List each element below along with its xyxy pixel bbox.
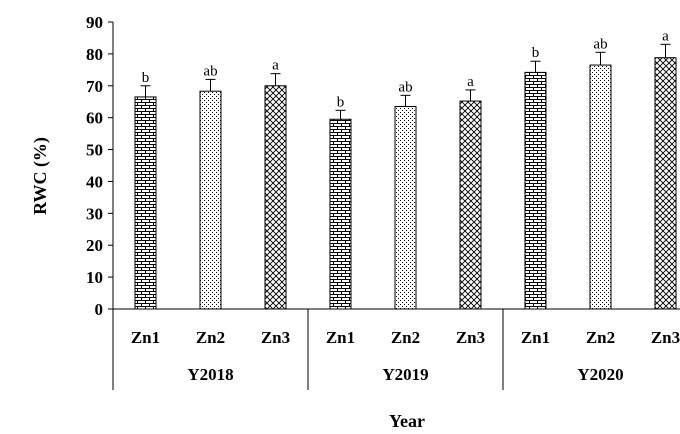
x-axis: Zn1 Zn2 Zn3 Y2018 Zn1 Zn2 Zn3 Y2019 Zn1 Zn2 Zn3 Y20… <box>112 308 680 390</box>
bar <box>589 64 612 310</box>
significance-letter: a <box>467 74 474 90</box>
bar <box>654 57 677 310</box>
bar <box>329 118 352 310</box>
significance-letter: a <box>662 28 669 44</box>
x-category-label: Zn1 <box>131 328 160 347</box>
x-category-label: Zn1 <box>521 328 550 347</box>
bar <box>134 96 157 310</box>
bar <box>459 100 482 310</box>
x-group-label: Y2019 <box>382 365 428 384</box>
x-category-label: Zn3 <box>456 328 485 347</box>
bar <box>199 90 222 310</box>
y-tick-label: 0 <box>95 300 104 319</box>
x-category-label: Zn3 <box>261 328 290 347</box>
y-tick-label: 70 <box>86 77 103 96</box>
significance-letter: ab <box>203 63 217 79</box>
significance-letter: b <box>337 94 345 110</box>
y-tick-label: 50 <box>86 141 103 160</box>
bar <box>264 85 287 310</box>
significance-letter: b <box>532 45 540 61</box>
y-tick-label: 90 <box>86 13 103 32</box>
y-tick-label: 20 <box>86 236 103 255</box>
x-category-label: Zn2 <box>586 328 615 347</box>
bar <box>394 106 417 310</box>
y-tick-label: 30 <box>86 204 103 223</box>
x-category-label: Zn2 <box>196 328 225 347</box>
y-tick-label: 40 <box>86 172 103 191</box>
y-tick-label: 80 <box>86 45 103 64</box>
x-group-label: Y2020 <box>577 365 623 384</box>
y-axis: 0 10 20 30 40 50 60 70 80 90 <box>86 13 114 319</box>
y-tick-label: 60 <box>86 109 103 128</box>
x-group-label: Y2018 <box>187 365 233 384</box>
x-category-label: Zn2 <box>391 328 420 347</box>
x-category-label: Zn1 <box>326 328 355 347</box>
bar <box>524 71 547 310</box>
x-axis-title: Year <box>389 411 425 431</box>
significance-letter: ab <box>593 36 607 52</box>
significance-letter: ab <box>398 79 412 95</box>
significance-letter: b <box>142 70 150 86</box>
x-category-label: Zn3 <box>651 328 680 347</box>
y-tick-label: 10 <box>86 268 103 287</box>
significance-letter: a <box>272 58 279 74</box>
y-axis-title: RWC (%) <box>30 137 51 215</box>
